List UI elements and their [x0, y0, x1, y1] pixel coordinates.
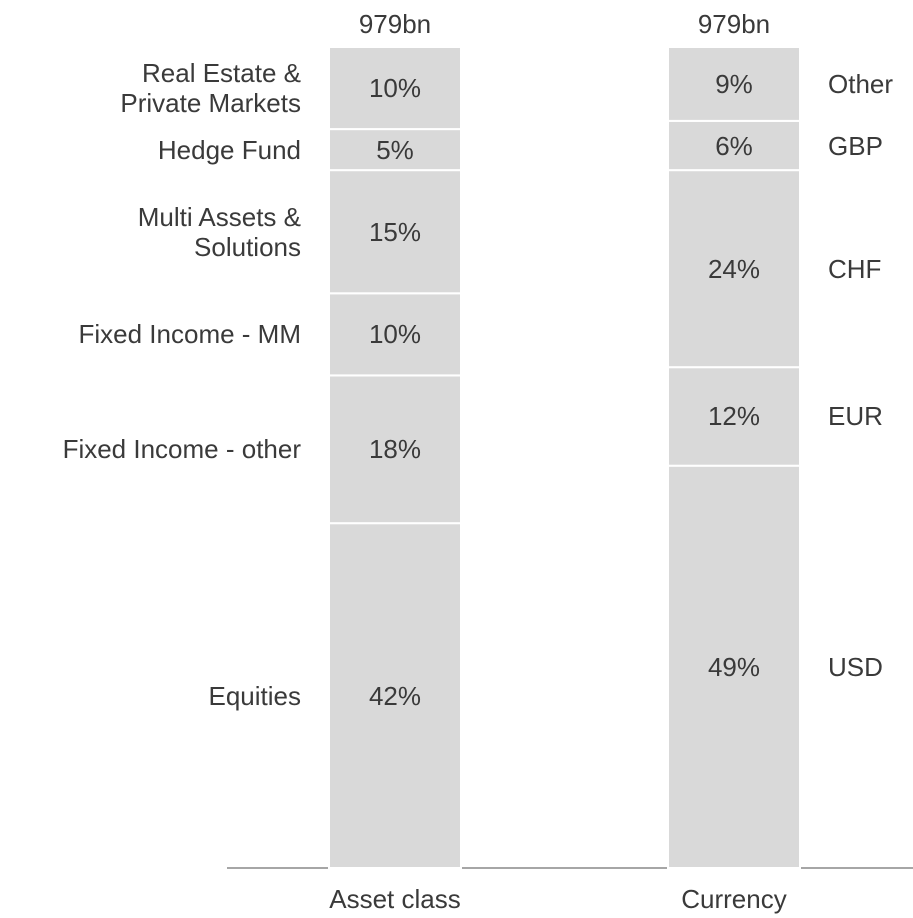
bar-segment [667, 169, 801, 369]
value-label: 5% [376, 134, 414, 165]
segment-label: Fixed Income - other [62, 434, 301, 465]
segment-label: CHF [828, 253, 882, 284]
segment-label: Fixed Income - MM [78, 319, 302, 350]
segment-label: USD [828, 651, 883, 682]
value-label: 49% [707, 651, 761, 682]
segment-label: Other [828, 68, 894, 99]
bar-segment [667, 119, 801, 172]
value-label: 24% [707, 253, 761, 284]
segment-label: Equities [208, 680, 302, 711]
bar-segment [667, 366, 801, 467]
value-label: 15% [368, 216, 422, 247]
segment-label: GBP [828, 130, 883, 161]
value-label: 9% [715, 68, 753, 99]
total-label: 979bn [697, 9, 771, 39]
category-label: Currency [681, 884, 787, 914]
bar-segment [328, 46, 462, 131]
bar-segment [328, 374, 462, 525]
bar-segment [328, 522, 462, 869]
segment-label: Real Estate & Private Markets [120, 58, 301, 119]
category-label: Asset class [329, 884, 461, 914]
bar-segment [328, 128, 462, 172]
segment-label: EUR [828, 401, 883, 432]
bar-segment [328, 169, 462, 295]
total-label: 979bn [358, 9, 432, 39]
segment-label: Hedge Fund [157, 134, 301, 165]
value-label: 6% [715, 130, 753, 161]
value-label: 18% [368, 434, 422, 465]
bar-segment [667, 46, 801, 122]
value-label: 10% [368, 73, 422, 104]
value-label: 10% [368, 319, 422, 350]
bar-segment [667, 464, 801, 869]
value-label: 12% [707, 401, 761, 432]
segment-label: Multi Assets & Solutions [137, 201, 301, 262]
value-label: 42% [368, 680, 422, 711]
